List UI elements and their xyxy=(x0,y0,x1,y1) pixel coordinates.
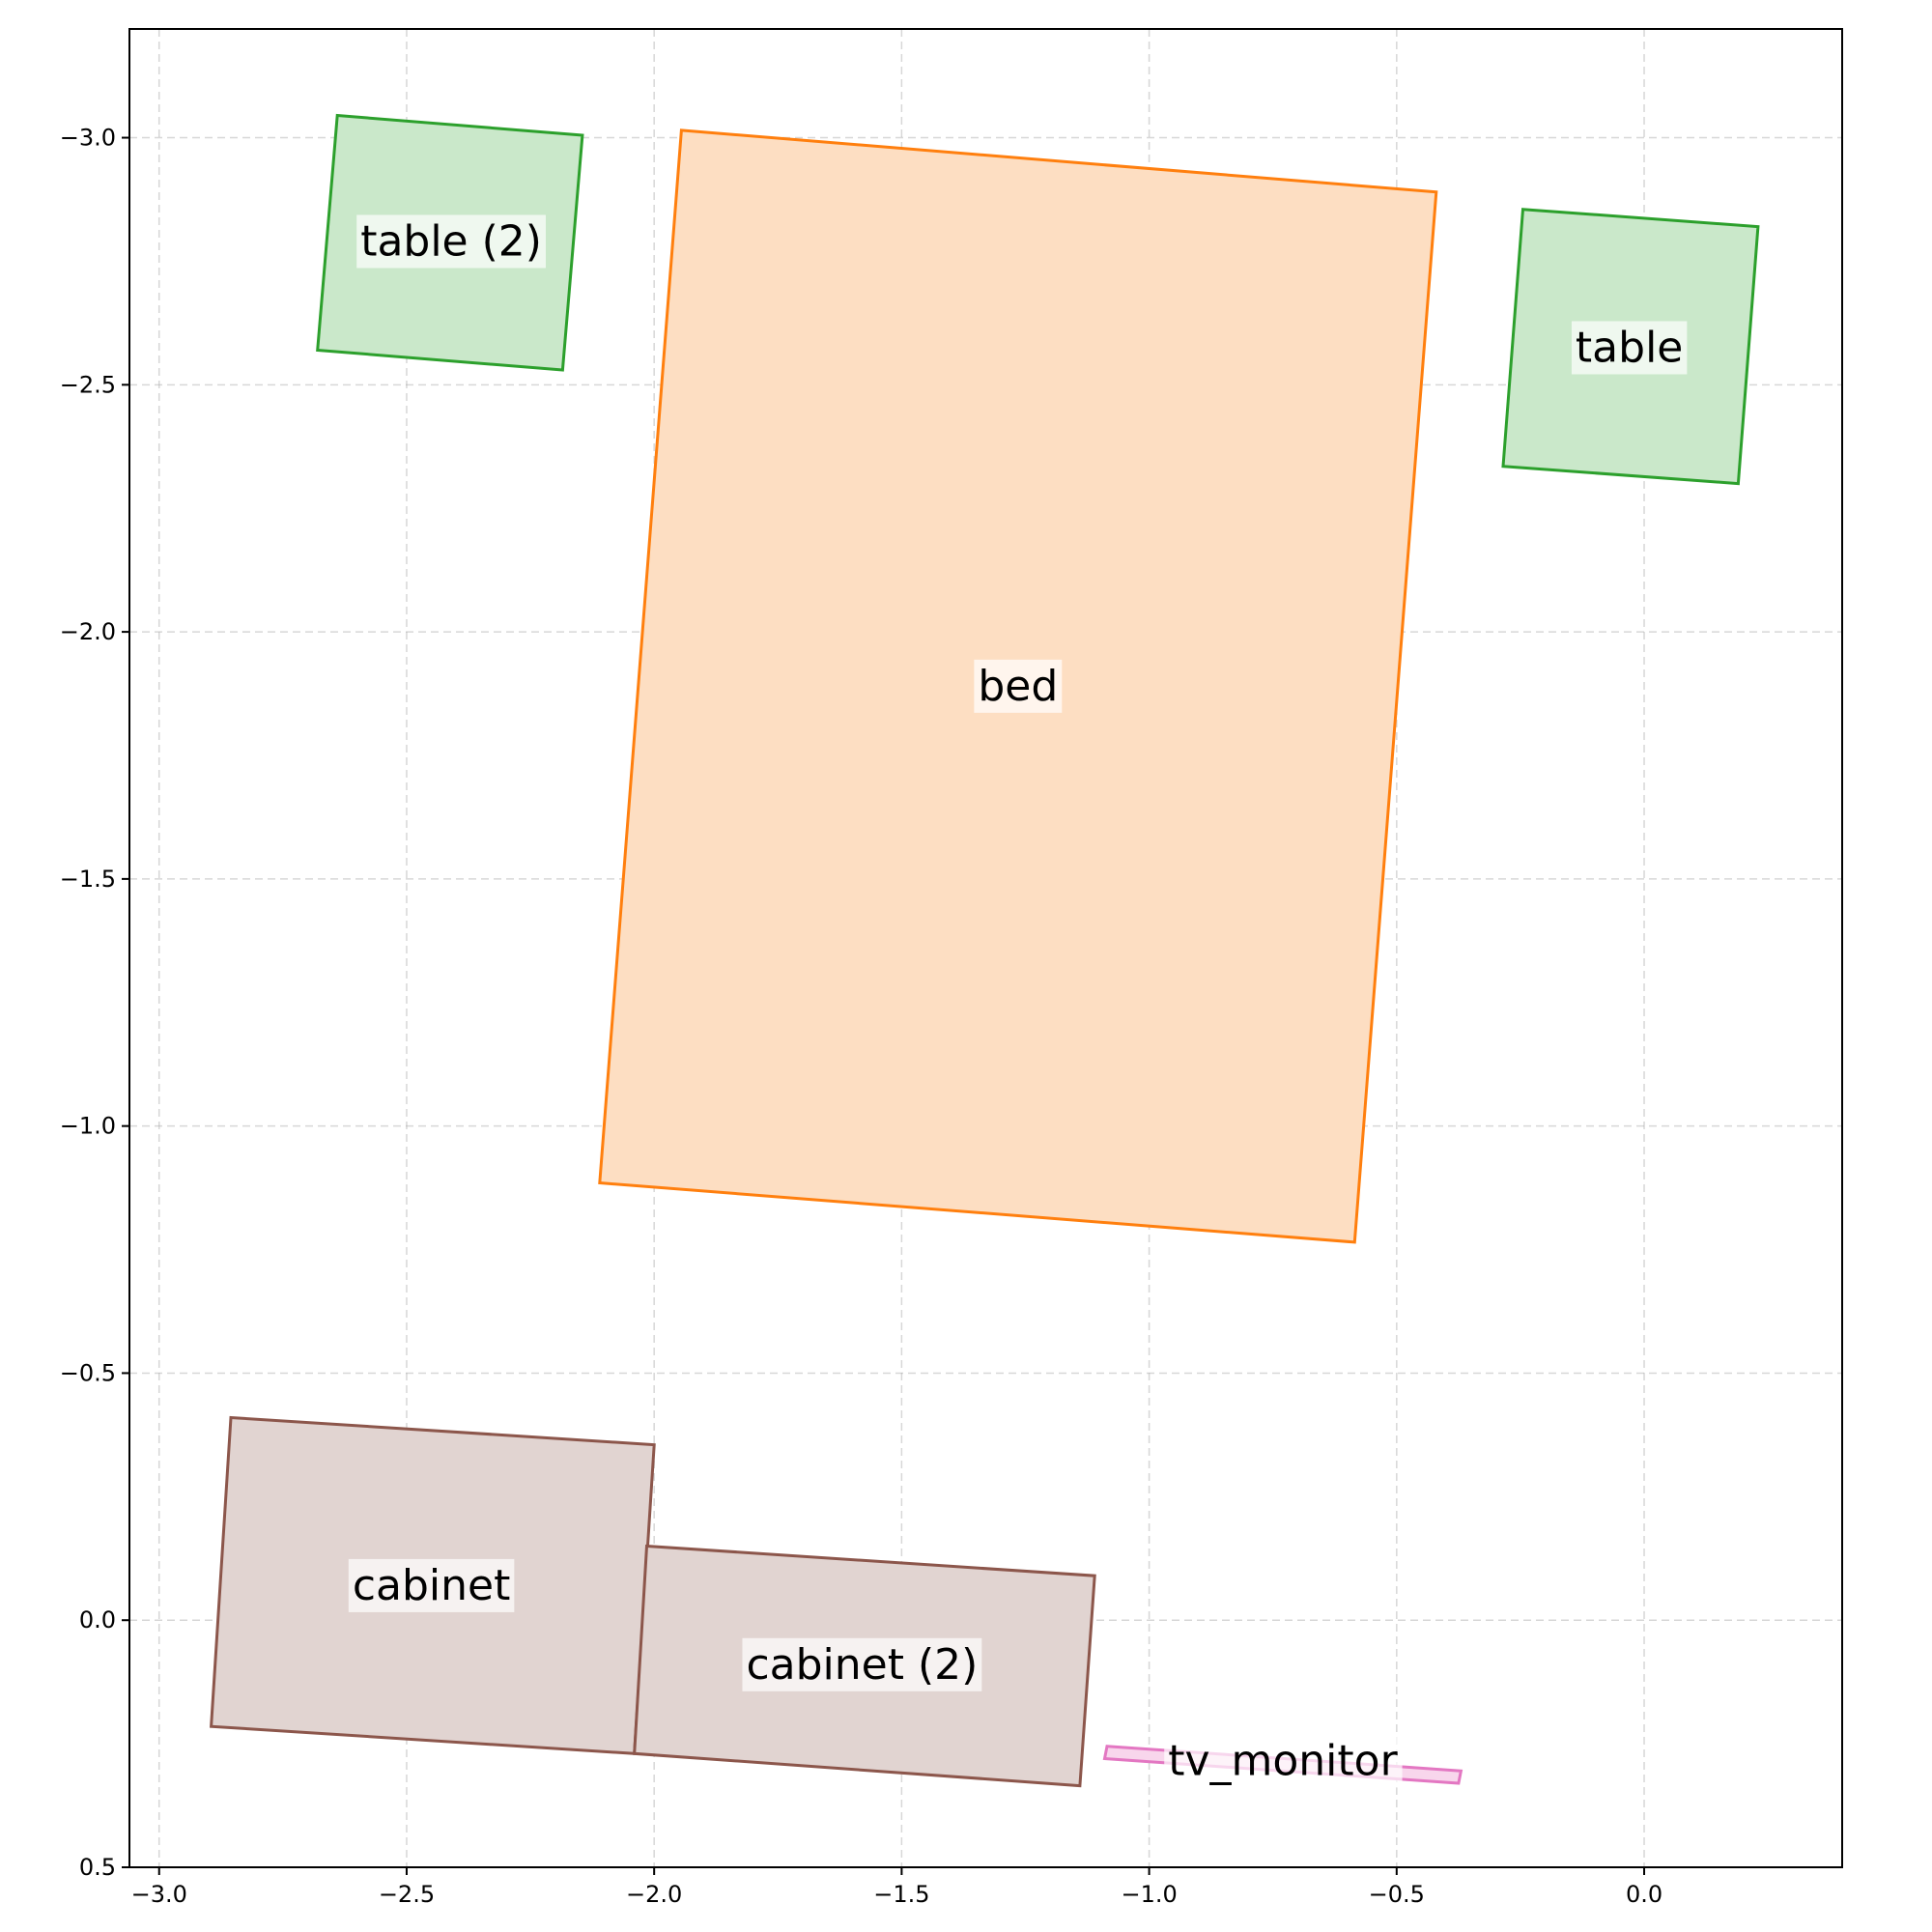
object-label: cabinet xyxy=(353,1561,511,1610)
x-tick-label: −1.5 xyxy=(873,1881,929,1908)
object-label-group: table (2) xyxy=(356,214,546,269)
label-background xyxy=(742,1637,982,1691)
label-background xyxy=(356,214,546,269)
axes-frame xyxy=(128,28,1843,1868)
y-tick-label: 0.0 xyxy=(79,1606,116,1634)
x-tick-label: −2.0 xyxy=(626,1881,682,1908)
y-tick-label: 0.5 xyxy=(79,1854,116,1881)
x-tick-label: −1.0 xyxy=(1121,1881,1177,1908)
object-label-group: cabinet (2) xyxy=(742,1637,982,1691)
y-tick-label: −3.0 xyxy=(60,125,116,152)
label-background xyxy=(1571,321,1688,375)
x-axis: −3.0 −2.5 −2.0 −1.5 −1.0 −0.5 0.0 xyxy=(131,1867,1662,1908)
object-label-group: table xyxy=(1571,321,1688,375)
object-label: table (2) xyxy=(360,216,542,266)
y-tick-label: −2.5 xyxy=(60,371,116,398)
object-label: bed xyxy=(978,662,1058,711)
object-label-group: bed xyxy=(974,659,1063,713)
label-background xyxy=(348,1558,515,1612)
label-background xyxy=(1164,1734,1403,1788)
x-tick-label: −0.5 xyxy=(1369,1881,1425,1908)
x-tick-label: 0.0 xyxy=(1626,1881,1662,1908)
y-tick-label: −2.0 xyxy=(60,618,116,645)
object-label: table xyxy=(1576,323,1683,372)
y-axis: −3.0 −2.5 −2.0 −1.5 −1.0 −0.5 0.0 0.5 xyxy=(60,125,129,1881)
object-label-group: cabinet xyxy=(348,1558,515,1612)
object-label: tv_monitor xyxy=(1168,1737,1398,1786)
x-tick-label: −2.5 xyxy=(379,1881,435,1908)
x-tick-label: −3.0 xyxy=(131,1881,187,1908)
object-label: cabinet (2) xyxy=(746,1640,978,1690)
y-tick-label: −1.0 xyxy=(60,1113,116,1140)
object-labels: table (2) bed table cabinet cabinet (2) tv_mo… xyxy=(348,214,1688,1788)
y-tick-label: −0.5 xyxy=(60,1359,116,1386)
y-tick-label: −1.5 xyxy=(60,866,116,893)
label-background xyxy=(974,659,1063,713)
object-label-group: tv_monitor xyxy=(1164,1734,1403,1788)
